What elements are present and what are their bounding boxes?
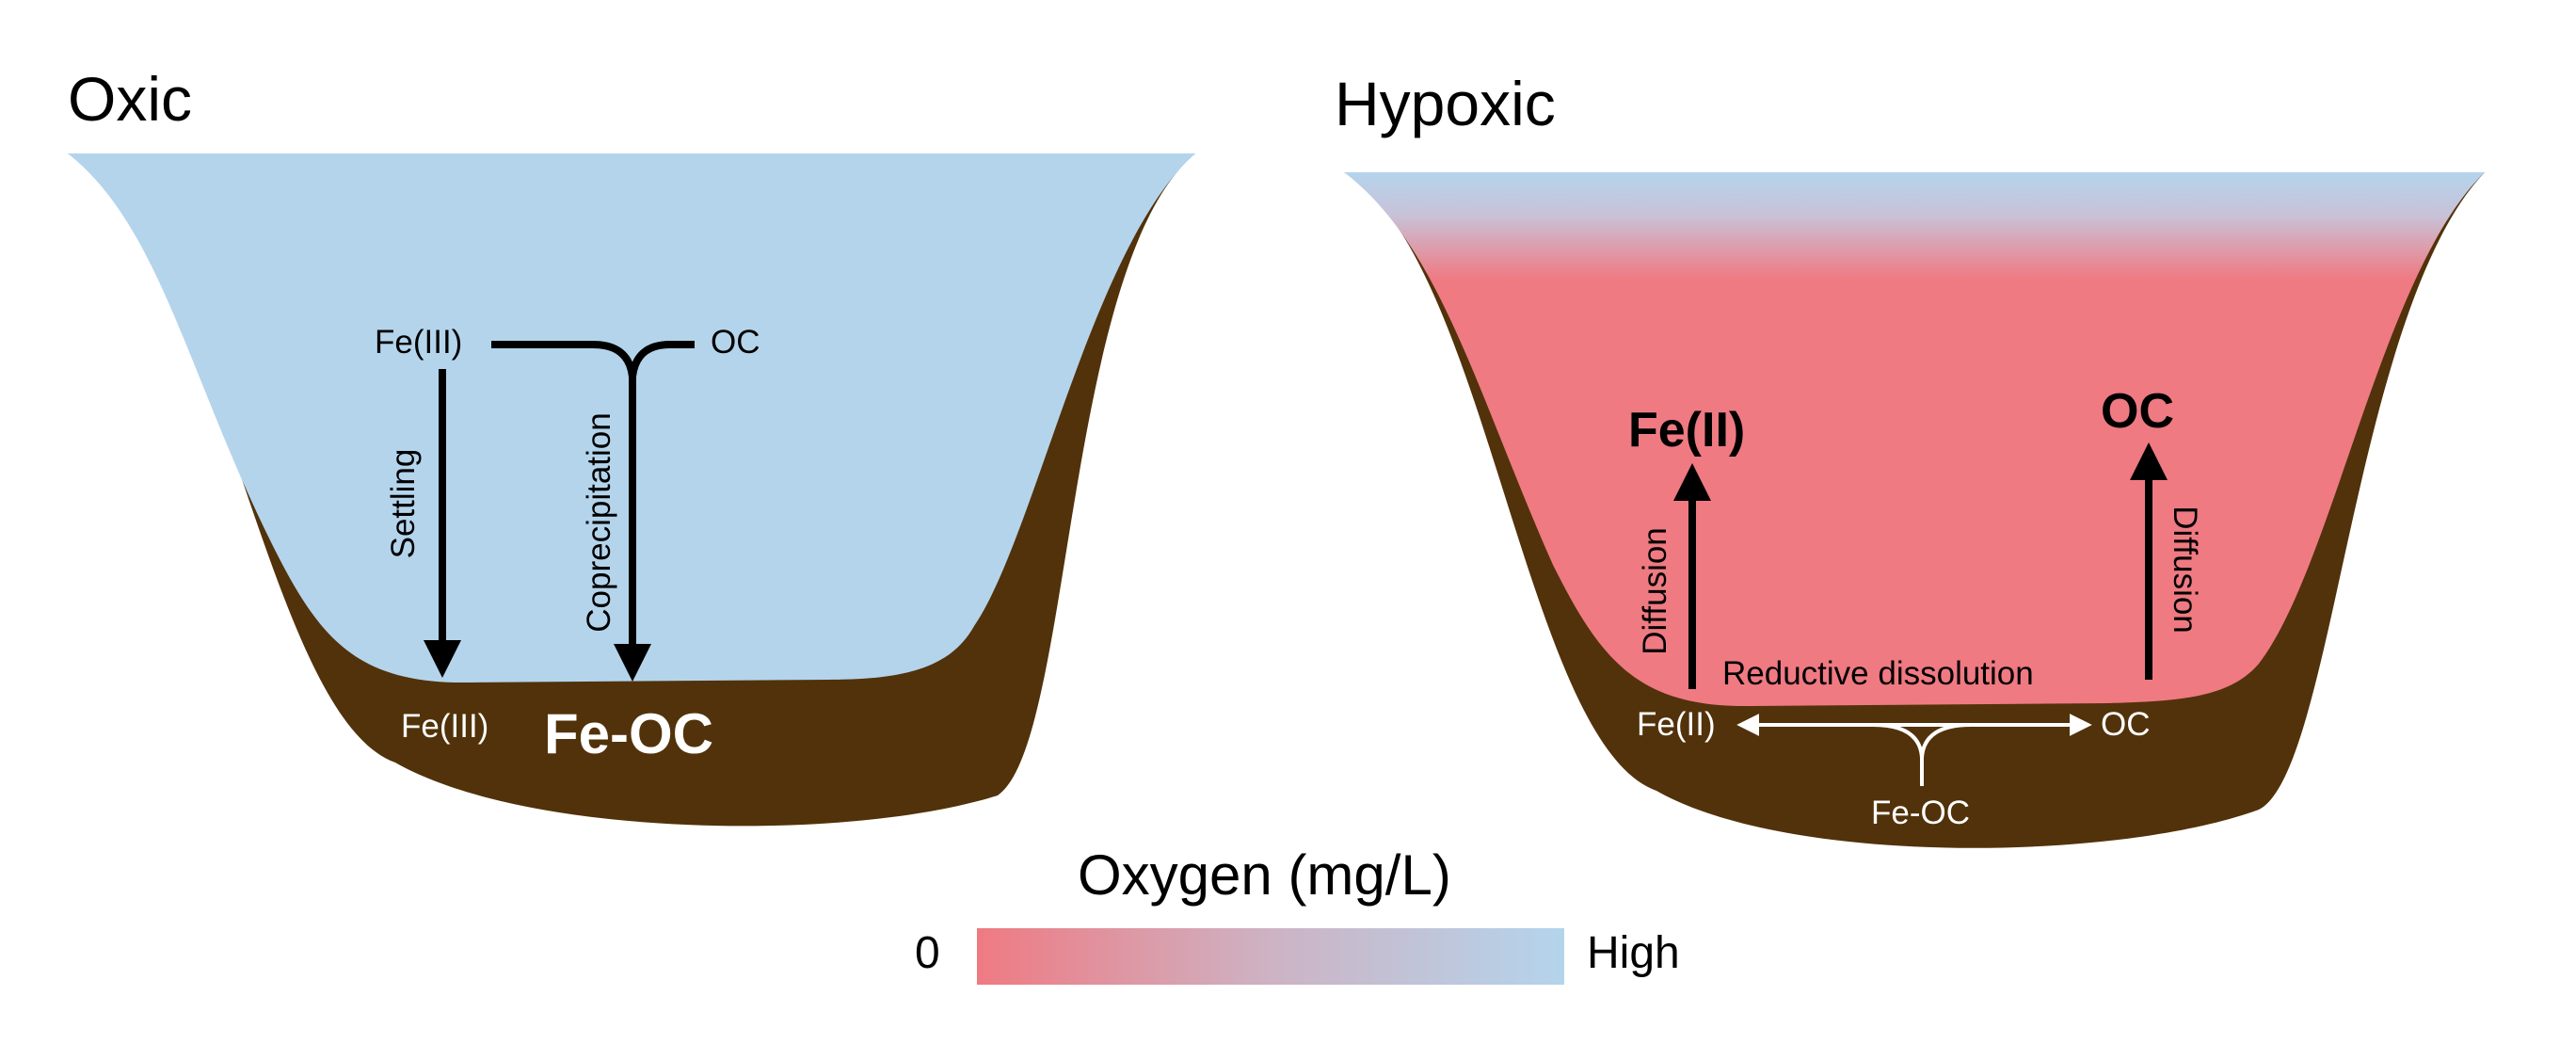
diffusion-right-label: Diffusion <box>2167 506 2203 634</box>
hypoxic-oc-small-label: OC <box>2101 706 2151 743</box>
oxic-fe3-bottom-label: Fe(III) <box>401 708 488 745</box>
oxic-title: Oxic <box>68 64 192 134</box>
oxic-panel: Oxic Fe(III) OC Settling Coprecipitation… <box>68 64 1195 827</box>
diffusion-left-label: Diffusion <box>1637 527 1673 655</box>
dissolution-bracket-right <box>1920 723 1972 759</box>
legend-title: Oxygen (mg/L) <box>1078 843 1451 907</box>
hypoxic-oc-big-label: OC <box>2101 384 2174 439</box>
oxic-feoc-label: Fe-OC <box>544 702 713 765</box>
settling-label: Settling <box>385 449 422 559</box>
hypoxic-fe2-small-label: Fe(II) <box>1637 706 1716 743</box>
hypoxic-fe2-big-label: Fe(II) <box>1628 403 1745 458</box>
hypoxic-title: Hypoxic <box>1335 69 1556 138</box>
legend-gradient-bar <box>977 928 1564 985</box>
legend-high-label: High <box>1587 928 1680 978</box>
hypoxic-panel: Hypoxic Fe(II) OC Diffusion Diffusion Re… <box>1335 69 2485 848</box>
oxic-fe3-top-label: Fe(III) <box>375 324 462 361</box>
reductive-dissolution-label: Reductive dissolution <box>1722 655 2034 692</box>
hypoxic-water <box>1344 172 2485 707</box>
coprecipitation-label: Coprecipitation <box>581 412 617 632</box>
hypoxic-feoc-small-label: Fe-OC <box>1871 795 1970 831</box>
oxic-oc-top-label: OC <box>711 324 760 361</box>
legend-low-label: 0 <box>915 928 940 978</box>
oxygen-legend: Oxygen (mg/L) 0 High <box>915 843 1680 985</box>
